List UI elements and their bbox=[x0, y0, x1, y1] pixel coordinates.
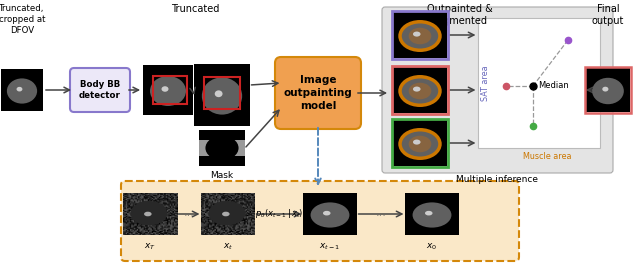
Bar bbox=[199, 156, 245, 166]
Ellipse shape bbox=[401, 130, 440, 158]
Bar bbox=[393, 67, 447, 113]
Text: $x_0$: $x_0$ bbox=[426, 241, 438, 251]
Bar bbox=[199, 130, 245, 140]
Bar bbox=[143, 65, 193, 115]
Bar bbox=[204, 77, 240, 109]
Text: $x_t$: $x_t$ bbox=[223, 241, 233, 251]
Ellipse shape bbox=[215, 90, 223, 97]
Ellipse shape bbox=[202, 77, 242, 114]
Bar bbox=[199, 130, 245, 166]
Ellipse shape bbox=[592, 78, 624, 104]
Text: Image
outpainting
model: Image outpainting model bbox=[284, 75, 353, 111]
Text: Zoom
out: Zoom out bbox=[209, 66, 235, 85]
Text: ...: ... bbox=[376, 208, 387, 218]
Bar bbox=[586, 68, 630, 112]
Ellipse shape bbox=[401, 22, 440, 50]
Text: Multiple inference: Multiple inference bbox=[456, 175, 538, 184]
Ellipse shape bbox=[413, 32, 420, 37]
Ellipse shape bbox=[425, 211, 433, 215]
Bar bbox=[199, 130, 245, 166]
Text: Muscle area: Muscle area bbox=[523, 152, 572, 161]
Ellipse shape bbox=[409, 28, 431, 44]
Ellipse shape bbox=[409, 136, 431, 152]
Text: Median: Median bbox=[538, 82, 569, 91]
Text: Truncated: Truncated bbox=[171, 4, 219, 14]
Bar bbox=[194, 64, 250, 126]
Ellipse shape bbox=[323, 211, 330, 215]
Bar bbox=[1, 69, 43, 111]
FancyBboxPatch shape bbox=[382, 7, 613, 173]
Ellipse shape bbox=[7, 78, 37, 104]
Text: $p_\theta(x_{t-1}\,|\,x_t)$: $p_\theta(x_{t-1}\,|\,x_t)$ bbox=[255, 206, 303, 219]
FancyBboxPatch shape bbox=[275, 57, 361, 129]
FancyBboxPatch shape bbox=[121, 181, 519, 261]
Ellipse shape bbox=[413, 87, 420, 92]
Ellipse shape bbox=[409, 83, 431, 99]
Ellipse shape bbox=[413, 140, 420, 145]
Text: Body BB
detector: Body BB detector bbox=[79, 80, 121, 100]
Bar bbox=[392, 11, 448, 59]
Text: Outpainted &
segmented: Outpainted & segmented bbox=[427, 4, 493, 26]
FancyBboxPatch shape bbox=[70, 68, 130, 112]
Text: $x_{t-1}$: $x_{t-1}$ bbox=[319, 241, 340, 251]
Text: Mask: Mask bbox=[211, 171, 234, 180]
Ellipse shape bbox=[413, 202, 451, 228]
Bar bbox=[392, 119, 448, 167]
Ellipse shape bbox=[150, 76, 186, 106]
Text: Final
output: Final output bbox=[592, 4, 624, 26]
Bar bbox=[585, 67, 631, 113]
Bar bbox=[153, 76, 187, 104]
Bar bbox=[303, 193, 357, 235]
Text: Truncated,
cropped at
DFOV: Truncated, cropped at DFOV bbox=[0, 4, 45, 35]
Text: SAT area: SAT area bbox=[481, 65, 490, 101]
Bar bbox=[478, 18, 600, 148]
Ellipse shape bbox=[17, 87, 22, 91]
Bar bbox=[393, 120, 447, 166]
Ellipse shape bbox=[310, 202, 349, 228]
Bar bbox=[201, 193, 255, 235]
Bar bbox=[392, 66, 448, 114]
Text: ...: ... bbox=[184, 208, 195, 218]
Ellipse shape bbox=[161, 86, 168, 92]
Ellipse shape bbox=[205, 136, 239, 160]
Ellipse shape bbox=[602, 87, 609, 91]
Bar bbox=[123, 193, 177, 235]
Text: $x_T$: $x_T$ bbox=[144, 241, 156, 251]
Ellipse shape bbox=[401, 77, 440, 105]
Bar bbox=[405, 193, 459, 235]
Bar bbox=[393, 12, 447, 58]
